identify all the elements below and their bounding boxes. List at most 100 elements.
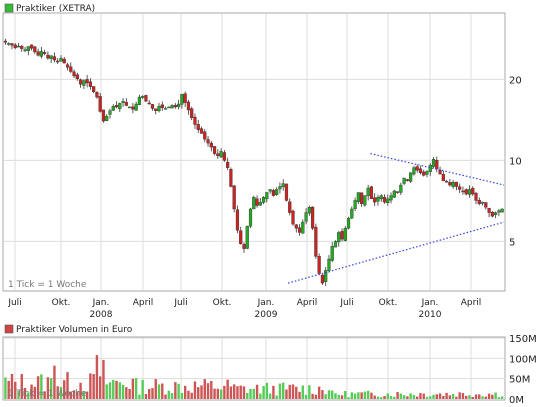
volume-bar: [76, 391, 79, 399]
volume-bar: [314, 394, 318, 399]
volume-bar: [432, 394, 435, 399]
candle-body: [346, 217, 351, 229]
price-legend-swatch: [4, 3, 14, 13]
volume-bar: [98, 376, 102, 399]
candle-body: [16, 45, 21, 48]
candle-body: [366, 187, 370, 197]
candle-body: [255, 198, 259, 206]
candle-body: [360, 192, 364, 204]
volume-bar: [268, 393, 272, 399]
x-month-label: Juli: [339, 298, 353, 308]
candle-body: [134, 103, 138, 111]
candle-body: [75, 74, 79, 80]
volume-bar: [262, 385, 265, 399]
candle-body: [389, 195, 393, 201]
candle-body: [199, 128, 204, 134]
candle-body: [382, 196, 387, 203]
price-candles: [3, 38, 504, 287]
volume-bar: [36, 376, 40, 399]
candle-body: [170, 105, 174, 109]
candle-body: [340, 231, 344, 240]
volume-bar: [353, 393, 357, 399]
volume-bar: [272, 385, 275, 399]
candle-body: [118, 103, 122, 109]
volume-bar: [79, 382, 82, 399]
volume-bar: [197, 387, 200, 399]
volume-bar: [500, 396, 504, 399]
candle-body: [101, 109, 106, 122]
candle-body: [232, 185, 236, 210]
volume-bar: [435, 394, 438, 399]
volume-bar: [128, 389, 131, 399]
volume-bar: [144, 393, 148, 399]
candle-body: [484, 202, 488, 208]
volume-bar: [415, 396, 419, 399]
price-y-tick-label: 5: [509, 237, 515, 248]
volume-bar: [43, 391, 46, 399]
volume-bar: [226, 379, 229, 399]
volume-bar: [422, 393, 425, 399]
candle-body: [69, 66, 73, 72]
candle-body: [392, 190, 396, 198]
candle-body: [271, 190, 275, 196]
volume-bar: [82, 391, 86, 399]
candle-body: [405, 179, 409, 181]
volume-bar: [170, 393, 174, 399]
volume-bar: [46, 377, 50, 399]
candle-body: [275, 189, 279, 196]
candle-body: [399, 184, 403, 193]
volume-bar: [298, 391, 301, 399]
volume-bar: [360, 392, 363, 399]
candle-body: [65, 64, 70, 68]
volume-bar: [396, 392, 399, 399]
x-month-label: April: [461, 298, 482, 308]
candle-body: [320, 274, 325, 284]
volume-bar: [249, 389, 252, 399]
candle-body: [454, 181, 459, 187]
candle-body: [203, 131, 207, 140]
candle-body: [490, 211, 494, 217]
volume-bar: [72, 390, 76, 399]
candle-body: [154, 108, 158, 111]
volume-bar: [17, 390, 20, 399]
candle-body: [23, 49, 27, 51]
volume-bar: [134, 378, 138, 399]
candle-body: [173, 104, 177, 108]
candle-body: [108, 110, 112, 115]
candle-body: [131, 106, 135, 110]
volume-bar: [89, 373, 92, 399]
candle-body: [467, 189, 472, 195]
volume-bar: [148, 388, 151, 399]
volume-bar: [252, 388, 255, 399]
candle-body: [327, 258, 331, 271]
candle-body: [500, 208, 504, 213]
volume-bar: [429, 396, 432, 399]
candle-body: [235, 209, 240, 231]
x-month-label: Juli: [173, 298, 187, 308]
volume-bar: [210, 380, 213, 399]
volume-bar: [161, 383, 164, 399]
x-axis-labels: Juli Okt. Jan. April Juli Okt. Jan. April Juli Ok…: [7, 298, 481, 320]
volume-bar: [242, 386, 246, 399]
volume-bar: [164, 394, 167, 399]
volume-bar: [304, 394, 308, 399]
candle-body: [219, 151, 223, 158]
candle-body: [258, 201, 262, 206]
candle-body: [311, 206, 315, 229]
volume-bar: [118, 382, 121, 399]
volume-bar: [200, 385, 203, 399]
volume-bar: [69, 391, 72, 399]
volume-bar: [138, 394, 141, 399]
candle-body: [242, 244, 246, 249]
candle-body: [248, 208, 253, 227]
candle-body: [105, 115, 109, 121]
volume-bar: [471, 397, 474, 399]
volume-bar: [363, 391, 367, 399]
candle-body: [451, 181, 455, 187]
x-month-label: Jan.: [421, 298, 439, 308]
candle-body: [245, 225, 249, 249]
candle-body: [128, 106, 132, 109]
volume-bar: [317, 386, 321, 399]
x-month-label: Okt.: [379, 298, 398, 308]
